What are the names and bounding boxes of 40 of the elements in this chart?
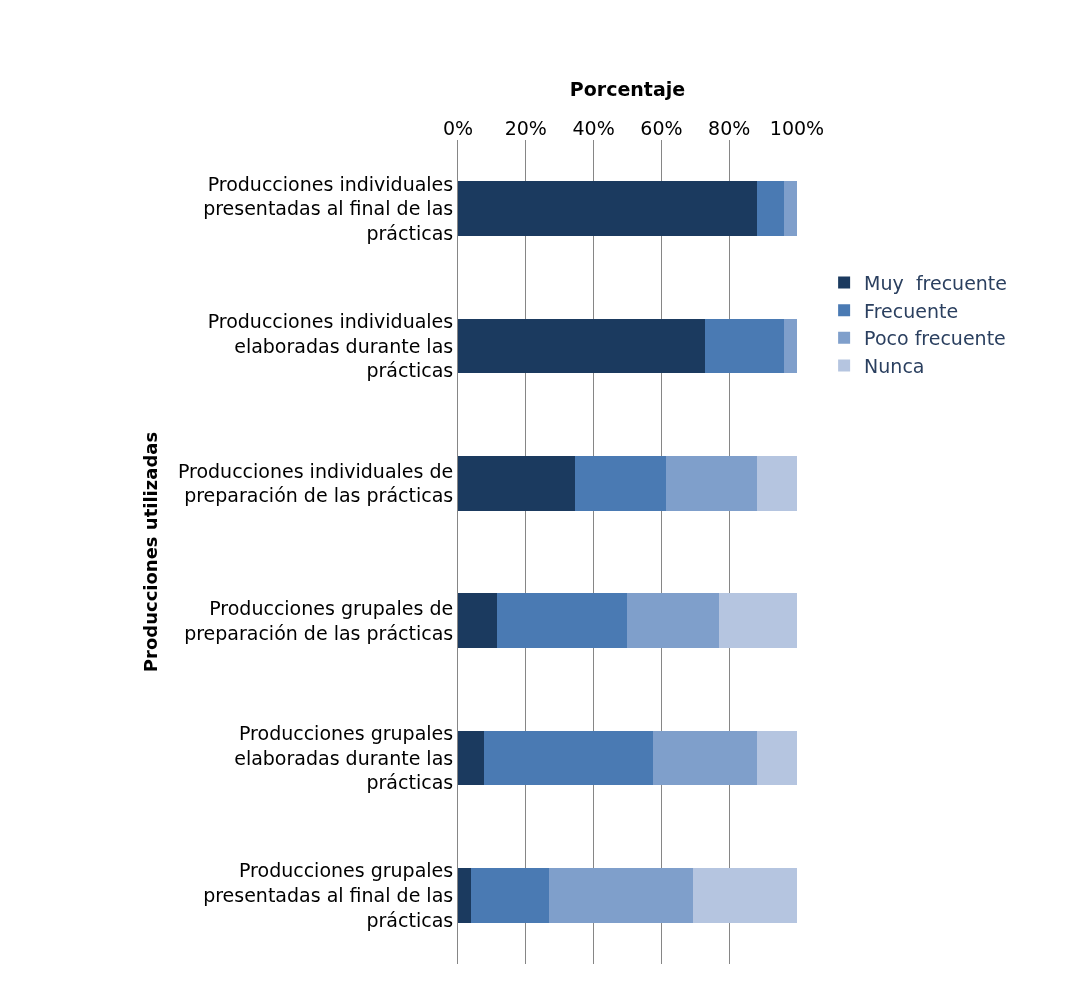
legend-label: Frecuente	[864, 299, 959, 322]
y-tick-label: Producciones individuales de preparación de las prácticas	[177, 459, 454, 507]
bar	[548, 867, 693, 923]
y-tick-label: Producciones grupales de preparación de las prácticas	[184, 596, 454, 644]
bar	[653, 730, 757, 786]
y-tick-label: Producciones individuales elaboradas durante las prácticas	[207, 309, 454, 382]
bar	[784, 318, 797, 374]
y-tick-label: Producciones grupales presentadas al final de las prácticas	[203, 859, 454, 931]
x-tick-label: 80%	[708, 117, 751, 140]
bar	[458, 181, 757, 237]
legend-label: Muy frecuente	[864, 271, 1008, 294]
bar	[665, 455, 757, 511]
bar	[692, 867, 797, 923]
x-tick-label: 40%	[572, 117, 615, 140]
bar	[458, 730, 485, 786]
bar	[458, 318, 706, 374]
x-tick-label: 100%	[769, 117, 825, 140]
y-axis-title: Producciones utilizadas	[140, 431, 162, 673]
bar	[757, 181, 785, 237]
bar	[458, 867, 471, 923]
bar	[470, 867, 549, 923]
legend-label: Nunca	[864, 354, 925, 377]
bar	[458, 455, 575, 511]
x-tick-label: 20%	[504, 117, 547, 140]
y-tick-label: Producciones individuales presentadas al final de las prácticas	[203, 172, 454, 245]
bar	[574, 455, 666, 511]
x-axis-title: Porcentaje	[569, 78, 686, 101]
bar	[484, 730, 654, 786]
bar	[719, 593, 797, 649]
bar	[784, 181, 797, 237]
bar	[627, 593, 720, 649]
bar	[757, 455, 797, 511]
y-tick-label: Producciones grupales elaboradas durante las prácticas	[234, 721, 454, 794]
x-tick-label: 60%	[640, 117, 683, 140]
bar	[496, 593, 628, 649]
bar	[757, 730, 797, 786]
bar	[705, 318, 785, 374]
legend-label: Poco frecuente	[864, 327, 1006, 350]
x-tick-label: 0%	[442, 117, 474, 140]
bar	[458, 593, 497, 649]
